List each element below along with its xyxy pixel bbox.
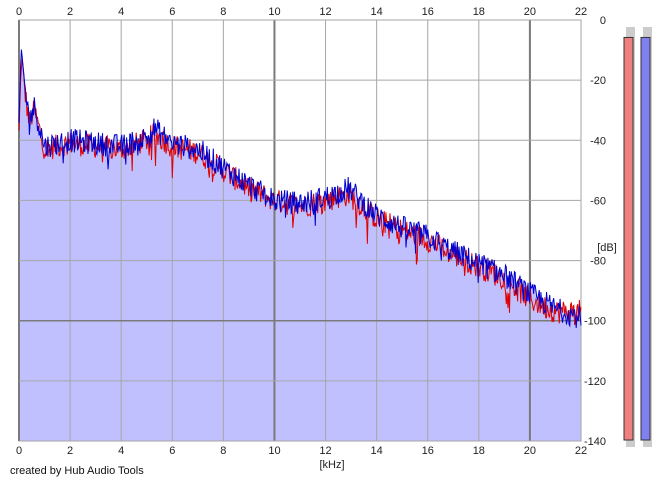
meter-right-fill: [640, 36, 651, 441]
spectrum-fill-area: [19, 49, 581, 441]
x-tick-bottom-12: 12: [319, 445, 331, 457]
x-tick-top-8: 8: [220, 6, 226, 18]
x-tick-top-2: 2: [67, 6, 73, 18]
right-channel-spectrum-line: [18, 49, 582, 329]
x-tick-top-16: 16: [422, 6, 434, 18]
x-tick-top-0: 0: [16, 6, 22, 18]
x-tick-top-22: 22: [575, 6, 587, 18]
x-tick-top-20: 20: [524, 6, 536, 18]
grid-lines: [18, 19, 582, 442]
x-tick-bottom-18: 18: [473, 445, 485, 457]
x-tick-top-18: 18: [473, 6, 485, 18]
x-tick-bottom-14: 14: [371, 445, 383, 457]
x-tick-top-10: 10: [268, 6, 280, 18]
credit-text: created by Hub Audio Tools: [10, 465, 144, 477]
x-axis-bottom-tick-labels: 0 2 4 6 8 10 12 14 16 18 20 22: [16, 445, 587, 457]
x-tick-bottom-6: 6: [169, 445, 175, 457]
x-tick-top-14: 14: [371, 6, 383, 18]
y-tick--140: -140: [584, 436, 606, 448]
y-tick--120: -120: [584, 376, 606, 388]
meter-left-fill: [623, 36, 634, 441]
x-tick-bottom-10: 10: [268, 445, 280, 457]
level-meter-right: [640, 27, 652, 447]
y-axis-tick-labels: 0 -20 -40 -60 -80 -100 -120 -140: [584, 15, 606, 448]
x-tick-bottom-0: 0: [16, 445, 22, 457]
x-axis-top-tick-labels: 0 2 4 6 8 10 12 14 16 18 20 22: [16, 6, 587, 18]
y-tick--100: -100: [584, 316, 606, 328]
y-axis-unit-label: [dB]: [597, 242, 617, 254]
x-tick-top-4: 4: [118, 6, 124, 18]
level-meter-left: [623, 27, 635, 447]
x-tick-bottom-4: 4: [118, 445, 124, 457]
x-tick-bottom-22: 22: [575, 445, 587, 457]
y-tick-0: 0: [600, 15, 606, 27]
x-tick-bottom-8: 8: [220, 445, 226, 457]
x-tick-top-12: 12: [319, 6, 331, 18]
x-tick-bottom-20: 20: [524, 445, 536, 457]
y-tick--60: -60: [590, 195, 606, 207]
x-tick-bottom-16: 16: [422, 445, 434, 457]
y-tick--80: -80: [590, 256, 606, 268]
x-tick-top-6: 6: [169, 6, 175, 18]
x-axis-unit-label: [kHz]: [319, 459, 344, 471]
x-tick-bottom-2: 2: [67, 445, 73, 457]
y-tick--40: -40: [590, 135, 606, 147]
y-tick--20: -20: [590, 75, 606, 87]
